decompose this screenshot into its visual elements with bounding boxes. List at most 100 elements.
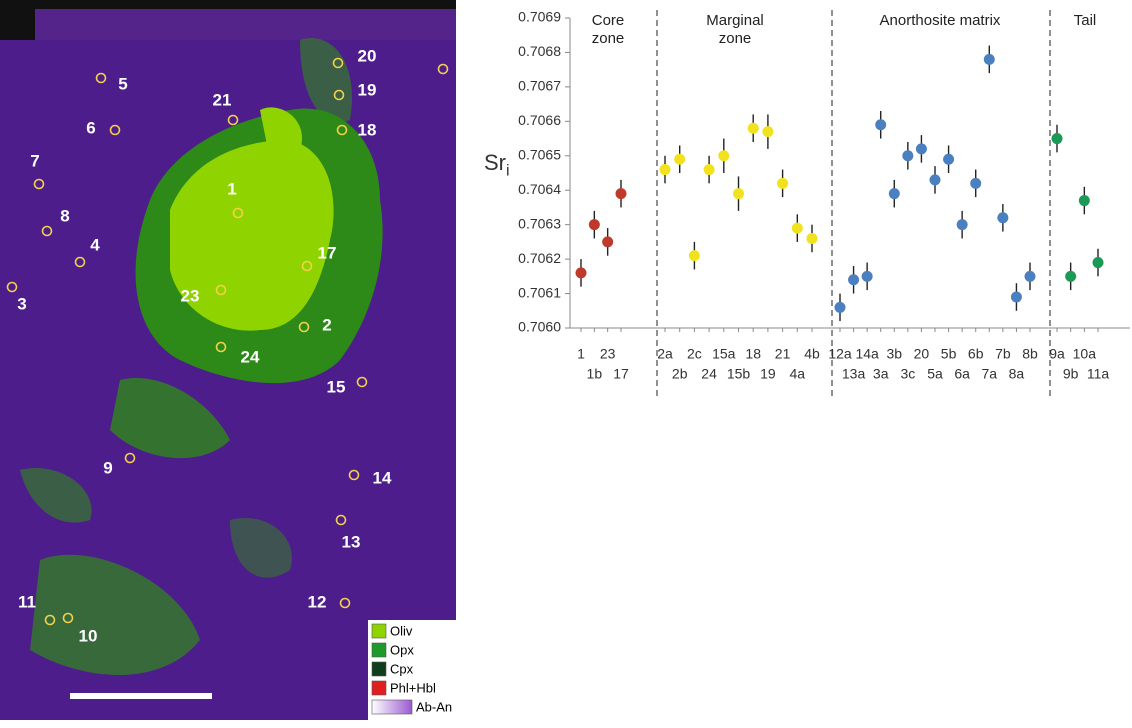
x-tick-label: 3c	[900, 366, 915, 382]
site-marker	[41, 225, 53, 237]
site-label: 4	[90, 235, 100, 254]
x-tick-label: 9b	[1063, 366, 1079, 382]
point	[1010, 291, 1022, 303]
site-marker	[6, 281, 18, 293]
x-tick-label: 5b	[941, 346, 957, 362]
point	[970, 177, 982, 189]
x-tick-label: 20	[914, 346, 930, 362]
site-marker	[356, 376, 368, 388]
site-marker	[437, 63, 449, 75]
x-tick-label: 4b	[804, 346, 820, 362]
x-tick-label: 2a	[657, 346, 673, 362]
x-tick-label: 19	[760, 366, 776, 382]
legend-swatch	[371, 699, 413, 715]
x-tick-label: 6a	[954, 366, 970, 382]
site-label: 20	[358, 46, 377, 65]
point	[929, 174, 941, 186]
x-tick-label: 13a	[842, 366, 866, 382]
point	[674, 153, 686, 165]
point	[861, 270, 873, 282]
y-tick-label: 0.7066	[518, 112, 561, 128]
zone-title: Anorthosite matrix	[879, 12, 1001, 29]
point	[1092, 257, 1104, 269]
point	[1051, 133, 1063, 145]
point	[888, 188, 900, 200]
point	[718, 150, 730, 162]
x-tick-label: 11a	[1087, 366, 1110, 382]
site-marker	[348, 469, 360, 481]
x-tick-label: 4a	[790, 366, 806, 382]
x-tick-label: 9a	[1049, 346, 1065, 362]
site-marker	[215, 341, 227, 353]
site-label: 14	[373, 468, 392, 487]
site-marker	[339, 597, 351, 609]
point	[1078, 195, 1090, 207]
y-tick-label: 0.7067	[518, 78, 561, 94]
site-label: 6	[86, 118, 95, 137]
legend-label: Oliv	[390, 623, 413, 638]
zone-title: Core zone	[591, 12, 625, 47]
site-marker	[95, 72, 107, 84]
x-tick-label: 24	[701, 366, 717, 382]
x-tick-label: 15b	[727, 366, 751, 382]
point	[659, 164, 671, 176]
point	[983, 53, 995, 65]
y-tick-label: 0.7064	[518, 181, 561, 197]
x-tick-label: 1	[577, 346, 585, 362]
site-marker	[232, 207, 244, 219]
point	[733, 188, 744, 200]
x-tick-label: 8a	[1009, 366, 1025, 382]
site-label: 10	[79, 626, 98, 645]
legend-swatch	[371, 642, 387, 658]
x-tick-label: 6b	[968, 346, 984, 362]
site-label: 23	[181, 286, 200, 305]
site-marker	[332, 57, 344, 69]
x-tick-label: 3a	[873, 366, 889, 382]
point	[602, 236, 614, 248]
legend-swatch	[371, 680, 387, 696]
site-label: 15	[327, 377, 346, 396]
site-label: 24	[241, 347, 260, 366]
point	[956, 219, 968, 231]
x-tick-label: 2b	[672, 366, 688, 382]
x-tick-label: 10a	[1073, 346, 1097, 362]
point	[1065, 270, 1077, 282]
site-label: 19	[358, 80, 377, 99]
zone-title: Tail	[1073, 12, 1097, 29]
site-label: 18	[358, 120, 377, 139]
legend-label: Phl+Hbl	[390, 680, 436, 695]
site-label: 11	[18, 592, 36, 611]
y-axis-label: Sri	[484, 150, 510, 180]
x-tick-label: 12a	[828, 346, 852, 362]
site-label: 9	[103, 458, 112, 477]
x-tick-label: 21	[775, 346, 791, 362]
site-label: 1	[227, 179, 236, 198]
y-label-sub: i	[506, 162, 510, 180]
point	[848, 274, 860, 286]
point	[703, 164, 715, 176]
site-marker	[336, 124, 348, 136]
point	[806, 232, 818, 244]
y-tick-label: 0.7065	[518, 146, 561, 162]
y-tick-label: 0.7069	[518, 9, 561, 25]
legend-swatch	[371, 661, 387, 677]
x-tick-label: 3b	[886, 346, 902, 362]
legend-swatch	[371, 623, 387, 639]
map-corner	[0, 0, 35, 40]
y-tick-label: 0.7063	[518, 215, 561, 231]
site-marker	[335, 514, 347, 526]
point	[902, 150, 914, 162]
site-marker	[74, 256, 86, 268]
site-marker	[44, 614, 56, 626]
point	[762, 126, 774, 138]
point	[615, 188, 627, 200]
point	[875, 119, 887, 131]
point	[747, 122, 759, 134]
y-tick-label: 0.7060	[518, 319, 561, 335]
site-marker	[33, 178, 45, 190]
site-label: 13	[342, 532, 361, 551]
point	[575, 267, 587, 279]
site-label: 17	[318, 243, 337, 262]
zone-title: Marginal zone	[706, 12, 764, 47]
